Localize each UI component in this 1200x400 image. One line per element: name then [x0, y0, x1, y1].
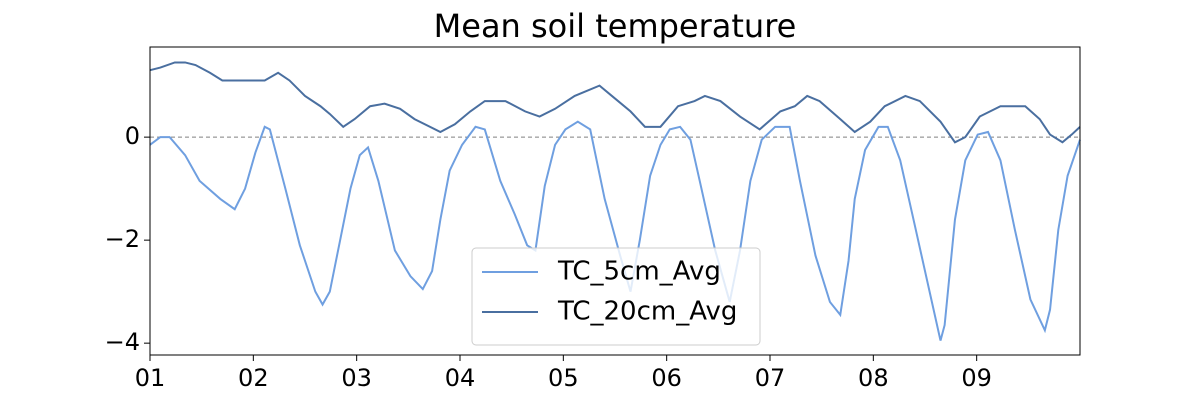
x-tick-label: 09	[961, 364, 992, 392]
legend-label: TC_5cm_Avg	[557, 257, 721, 287]
y-tick-label: −4	[105, 328, 140, 356]
legend-box	[471, 247, 761, 346]
x-tick-label: 08	[858, 364, 889, 392]
legend-label: TC_20cm_Avg	[557, 297, 737, 327]
x-tick-label: 04	[445, 364, 476, 392]
x-tick-label: 06	[651, 364, 682, 392]
x-tick-label: 07	[755, 364, 786, 392]
plot-frame	[149, 46, 1081, 356]
x-tick-label: 03	[341, 364, 372, 392]
chart-title: Mean soil temperature	[434, 7, 797, 45]
y-tick-label: 0	[125, 122, 140, 150]
x-tick-label: 05	[548, 364, 579, 392]
y-tick-label: −2	[105, 225, 140, 253]
x-tick-label: 01	[135, 364, 166, 392]
x-tick-label: 02	[238, 364, 269, 392]
line-series	[149, 61, 1081, 144]
